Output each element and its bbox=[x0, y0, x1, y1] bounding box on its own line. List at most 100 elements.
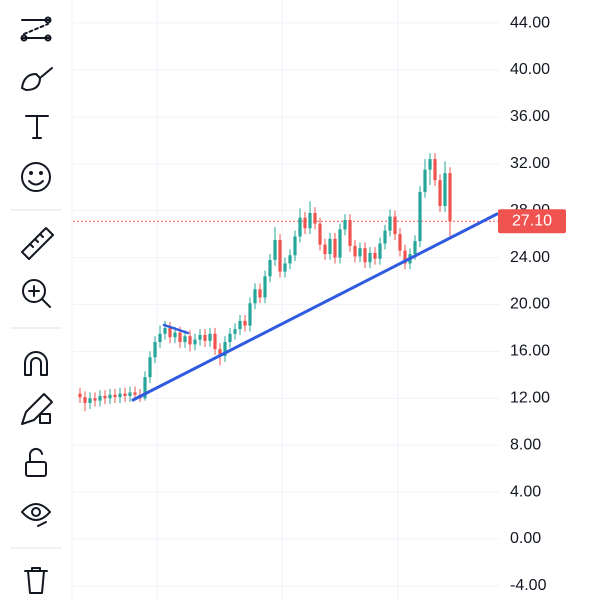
y-tick-label: 32.00 bbox=[510, 155, 550, 172]
candle-body bbox=[328, 238, 332, 255]
candle-body bbox=[428, 159, 432, 170]
candle-body bbox=[88, 398, 92, 403]
candle-body bbox=[103, 395, 107, 399]
text-tool[interactable] bbox=[25, 115, 49, 139]
candle-body bbox=[308, 213, 312, 229]
candle-body bbox=[198, 334, 202, 340]
candle-body bbox=[208, 333, 212, 341]
candle-body bbox=[83, 397, 87, 403]
trend-line[interactable] bbox=[162, 323, 190, 335]
candle-body bbox=[113, 394, 117, 398]
y-tick-label: 24.00 bbox=[510, 249, 550, 266]
candle-body bbox=[178, 332, 182, 343]
candle-body bbox=[153, 342, 157, 358]
candle-body bbox=[298, 217, 302, 237]
candle-body bbox=[318, 223, 322, 245]
candle-body bbox=[173, 332, 177, 338]
candle-body bbox=[323, 244, 327, 255]
candle-body bbox=[243, 320, 247, 326]
y-tick-label: -4.00 bbox=[510, 577, 547, 594]
y-tick-label: 4.00 bbox=[510, 483, 541, 500]
candle-body bbox=[443, 173, 447, 206]
candle-body bbox=[253, 289, 257, 304]
candle-body bbox=[293, 236, 297, 256]
visibility-tool[interactable] bbox=[21, 503, 51, 527]
y-tick-label: 0.00 bbox=[510, 530, 541, 547]
y-tick-label: 40.00 bbox=[510, 61, 550, 78]
candle-body bbox=[218, 349, 222, 357]
candle-body bbox=[203, 334, 207, 341]
candle-body bbox=[188, 336, 192, 345]
candle-body bbox=[388, 216, 392, 231]
candle-body bbox=[223, 342, 227, 357]
candle-body bbox=[418, 191, 422, 242]
candle-body bbox=[378, 243, 382, 259]
candle-body bbox=[213, 333, 217, 350]
candle-body bbox=[413, 241, 417, 255]
candle-body bbox=[278, 239, 282, 272]
candles bbox=[78, 153, 452, 412]
candle-body bbox=[288, 255, 292, 264]
candle-body bbox=[163, 327, 167, 334]
candle-body bbox=[263, 276, 267, 298]
candle-body bbox=[358, 248, 362, 257]
candle-body bbox=[438, 180, 442, 206]
candle-body bbox=[283, 263, 287, 272]
magnet-tool[interactable] bbox=[24, 351, 48, 376]
candle-body bbox=[238, 320, 242, 330]
grid bbox=[73, 0, 500, 600]
lock-drawing-tool[interactable] bbox=[21, 393, 53, 425]
candle-body bbox=[193, 339, 197, 345]
y-tick-label: 44.00 bbox=[510, 14, 550, 31]
candle-body bbox=[353, 245, 357, 257]
candle-body bbox=[98, 395, 102, 401]
candle-body bbox=[148, 357, 152, 378]
candle-body bbox=[233, 329, 237, 334]
brush-tool[interactable] bbox=[21, 67, 53, 91]
candle-body bbox=[168, 327, 172, 338]
candle-body bbox=[143, 377, 147, 399]
y-tick-label: 20.00 bbox=[510, 296, 550, 313]
candle-body bbox=[363, 248, 367, 263]
trend-line[interactable] bbox=[131, 212, 499, 402]
candle-body bbox=[403, 250, 407, 264]
candle-body bbox=[133, 392, 137, 395]
lock-tool[interactable] bbox=[25, 447, 47, 477]
candle-body bbox=[303, 217, 307, 229]
y-tick-label: 16.00 bbox=[510, 343, 550, 360]
emoji-tool[interactable] bbox=[21, 162, 51, 192]
candle-body bbox=[433, 159, 437, 181]
candle-body bbox=[248, 303, 252, 326]
price-axis: 44.0040.0036.0032.0028.0024.0020.0016.00… bbox=[498, 14, 566, 594]
y-tick-label: 36.00 bbox=[510, 108, 550, 125]
candle-body bbox=[373, 252, 377, 259]
candle-body bbox=[448, 173, 452, 222]
ruler-tool[interactable] bbox=[21, 227, 54, 260]
candle-body bbox=[118, 393, 122, 398]
delete-tool[interactable] bbox=[24, 567, 48, 594]
candle-body bbox=[333, 238, 337, 258]
candle-body bbox=[393, 216, 397, 235]
toolbar bbox=[10, 16, 62, 594]
last-price-box bbox=[498, 209, 566, 234]
candle-body bbox=[93, 398, 97, 401]
candle-body bbox=[398, 234, 402, 251]
candle-body bbox=[338, 229, 342, 258]
candle-body bbox=[108, 394, 112, 399]
candle-body bbox=[368, 252, 372, 263]
candle-body bbox=[268, 259, 272, 277]
candle-body bbox=[78, 393, 82, 398]
y-tick-label: 12.00 bbox=[510, 390, 550, 407]
candle-body bbox=[383, 230, 387, 244]
candle-body bbox=[343, 220, 347, 230]
candle-body bbox=[158, 333, 162, 343]
lines-tool[interactable] bbox=[20, 16, 52, 42]
candle-body bbox=[423, 169, 427, 192]
y-tick-label: 8.00 bbox=[510, 436, 541, 453]
candle-body bbox=[128, 392, 132, 396]
zoom-tool[interactable] bbox=[22, 279, 51, 308]
candle-body bbox=[313, 213, 317, 224]
candle-body bbox=[183, 336, 187, 343]
candle-body bbox=[273, 239, 277, 260]
